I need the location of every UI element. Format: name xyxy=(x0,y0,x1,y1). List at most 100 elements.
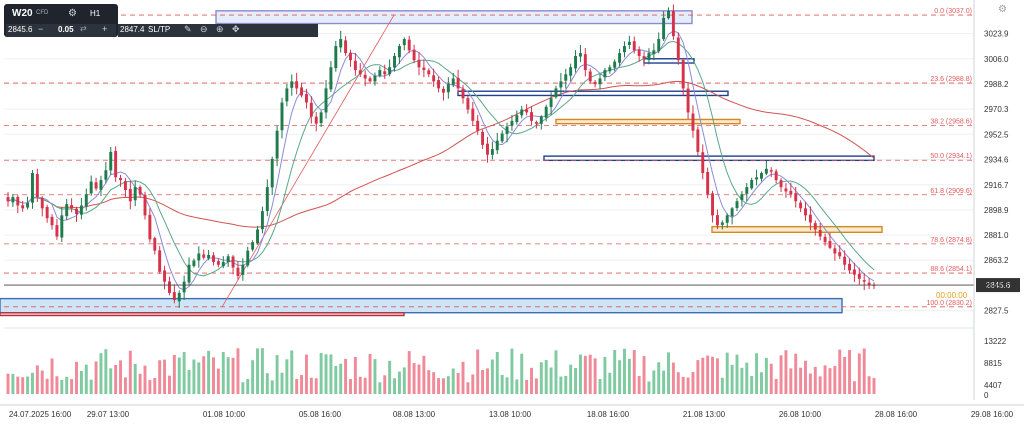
volume-bar xyxy=(285,359,289,394)
volume-bar xyxy=(525,380,529,394)
sltp-button[interactable]: SL/TP xyxy=(148,25,171,34)
zoom-in-icon[interactable]: ⊕ xyxy=(216,24,224,34)
volume-bar xyxy=(544,360,548,394)
decrease-button[interactable]: − xyxy=(38,24,44,34)
candle-body xyxy=(6,197,10,202)
volume-bar xyxy=(755,353,759,394)
volume-bar xyxy=(197,362,201,394)
date-tick-label: 13.08 10:00 xyxy=(489,410,532,419)
bid-price[interactable]: 2845.6 xyxy=(8,25,33,34)
candle-body xyxy=(500,133,504,142)
fib-anchor-line xyxy=(221,14,395,308)
candle-body xyxy=(94,182,98,189)
volume-bar xyxy=(652,370,656,394)
volume-bar xyxy=(187,370,191,394)
volume-tick-label: 13222 xyxy=(984,337,1007,346)
volume-bars xyxy=(4,327,974,394)
candle-body xyxy=(583,54,587,71)
candle-body xyxy=(231,256,235,268)
candle-body xyxy=(368,78,372,82)
volume-bar xyxy=(226,357,230,394)
candle-body xyxy=(172,292,176,301)
volume-bar xyxy=(290,350,294,394)
volume-bar xyxy=(872,378,876,394)
candle-body xyxy=(569,67,573,76)
volume-bar xyxy=(167,375,171,394)
moving-averages xyxy=(7,30,875,291)
volume-bar xyxy=(241,382,245,394)
volume-bar xyxy=(309,377,313,394)
crosshair-icon[interactable]: ✥ xyxy=(232,24,240,34)
price-tick-label: 2934.6 xyxy=(984,156,1009,165)
volume-bar xyxy=(627,358,631,394)
candle-body xyxy=(647,53,651,60)
candle-body xyxy=(319,112,323,124)
candle-body xyxy=(799,202,803,209)
candle-body xyxy=(774,171,778,181)
volume-bar xyxy=(45,378,49,394)
candle-body xyxy=(750,180,754,189)
volume-bar xyxy=(324,354,328,394)
candle-body xyxy=(314,116,318,124)
candle-body xyxy=(520,109,524,116)
fib-label: 100.0 (2830.2) xyxy=(926,300,972,307)
candle-body xyxy=(251,242,255,250)
candle-body xyxy=(725,215,729,223)
pencil-icon[interactable]: ✎ xyxy=(184,24,192,34)
increase-button[interactable]: + xyxy=(102,24,108,34)
volume-bar xyxy=(471,374,475,394)
candle-body xyxy=(216,261,220,265)
volume-bar xyxy=(632,350,636,394)
fib-label: 38.2 (2958.6) xyxy=(930,119,972,126)
volume-bar xyxy=(172,354,176,394)
gear-icon[interactable]: ⚙ xyxy=(68,8,77,19)
candle-body xyxy=(784,188,788,192)
date-tick-label: 18.08 16:00 xyxy=(587,410,630,419)
zoom-out-icon[interactable]: ⊖ xyxy=(200,24,208,34)
volume-bar xyxy=(50,358,54,394)
candle-body xyxy=(730,208,734,217)
candle-body xyxy=(192,260,196,267)
volume-bar xyxy=(89,379,93,394)
volume-bar xyxy=(265,373,269,394)
volume-bar xyxy=(207,350,211,394)
candle-body xyxy=(446,84,450,93)
volume-bar xyxy=(446,376,450,394)
volume-bar xyxy=(520,353,524,394)
volume-bar xyxy=(133,363,137,394)
volume-bar xyxy=(393,378,396,394)
candle-body xyxy=(40,197,44,209)
price-tick-label: 2988.2 xyxy=(984,80,1009,89)
volume-bar xyxy=(119,360,122,394)
candle-body xyxy=(275,130,279,159)
volume-bar xyxy=(574,368,578,394)
swap-icon[interactable]: ⇄ xyxy=(80,24,87,33)
volume-bar xyxy=(794,353,798,394)
volume-bar xyxy=(588,354,592,394)
candle-body xyxy=(686,88,690,113)
order-row-2: 2847.4 SL/TP ✎ ⊖ ⊕ ✥ xyxy=(118,24,318,37)
candle-body xyxy=(637,49,641,56)
candle-body xyxy=(623,46,626,53)
candle-body xyxy=(867,282,871,285)
candle-body xyxy=(769,170,773,172)
candle-body xyxy=(187,264,191,283)
ask-price[interactable]: 2847.4 xyxy=(120,25,145,34)
timeframe-selector[interactable]: H1 xyxy=(90,9,101,18)
candle-body xyxy=(760,173,763,179)
volume-bar xyxy=(784,350,788,394)
volume-bar xyxy=(11,373,15,394)
candle-body xyxy=(608,67,612,72)
symbol-label[interactable]: W20 xyxy=(12,8,33,19)
candle-body xyxy=(461,88,465,99)
quantity-input[interactable]: 0.05 xyxy=(58,25,74,34)
candle-body xyxy=(221,261,225,267)
candle-body xyxy=(833,248,837,254)
volume-bar xyxy=(554,350,558,394)
candle-body xyxy=(505,126,509,134)
volume-bar xyxy=(153,378,157,394)
candle-body xyxy=(808,214,812,223)
settings-icon[interactable]: ⚙ xyxy=(998,4,1007,15)
